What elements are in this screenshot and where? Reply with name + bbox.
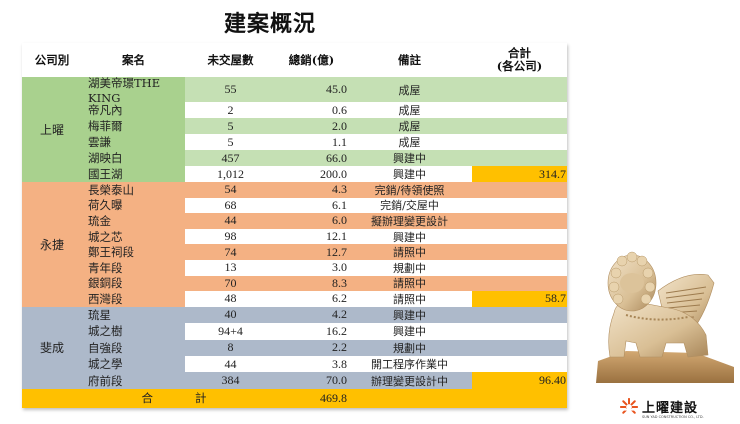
header-note: 備註 [398,53,421,67]
table-row: 雲謙 5 1.1 成屋 [82,134,567,150]
logo-text: 上曜建設 [642,401,699,416]
table-row: 國王湖 1,012 200.0 興建中 314.7 [82,166,567,182]
group-shangyao: 上曜 湖美帝璟THE KING 55 45.0 成屋 帝凡內 2 0.6 成屋 … [22,76,567,182]
page-title: 建案概況 [223,12,316,37]
table-row: 琉金 44 6.0 擬辦理變更設計 [82,213,567,229]
table-row: 梅菲爾 5 2.0 成屋 [82,118,567,134]
table-row: 西灣段 48 6.2 請照中 58.7 [82,291,567,307]
grand-total-label: 合 計 [141,391,207,406]
project-overview-table: 公司別 案名 未交屋數 總銷(億) 備註 合計 (各公司) 上曜 湖美帝璟THE… [22,43,567,408]
table-row: 琉星 40 4.2 興建中 [82,306,567,324]
company-label: 永捷 [39,237,64,252]
company-label: 上曜 [39,123,64,137]
group-yongjie: 永捷 長榮泰山 54 4.3 完銷/待領使照 荷久曝 68 6.1 完銷/交屋中… [22,182,567,307]
header-company: 公司別 [34,53,70,67]
header-name: 案名 [122,53,145,67]
table-row: 城之學 44 3.8 開工程序作業中 [82,355,567,373]
table-row: 青年段 13 3.0 規劃中 [82,259,567,276]
table-row: 城之樹 94+4 16.2 興建中 [82,323,567,340]
logo-subtext: SUN YAD CONSTRUCTION CO., LTD. [642,415,704,419]
company-logo: 上曜建設 SUN YAD CONSTRUCTION CO., LTD. [620,397,704,419]
company-subtotal: 58.7 [472,291,567,307]
company-subtotal: 96.40 [472,372,567,389]
stone-lion-statue-image [596,251,734,383]
grand-total-row: 合 計 469.8 [22,388,567,408]
grand-total-sales: 469.8 [320,390,347,405]
group-feicheng: 斐成 琉星 40 4.2 興建中 城之樹 94+4 16.2 興建中 自強段 8… [22,306,567,389]
table-row: 府前段 384 70.0 辦理變更設計中 96.40 [82,372,567,389]
sunburst-logo-icon [620,397,638,414]
table-header: 公司別 案名 未交屋數 總銷(億) 備註 合計 (各公司) [22,43,567,77]
table-row: 荷久曝 68 6.1 完銷/交屋中 [82,197,567,214]
table-row: 自強段 8 2.2 規劃中 [82,339,567,356]
header-units: 未交屋數 [207,53,254,67]
table-row: 鄭王祠段 74 12.7 請照中 [82,244,567,260]
table-row: 城之芯 98 12.1 興建中 [82,228,567,245]
header-sales: 總銷(億) [288,53,335,67]
table-row: 帝凡內 2 0.6 成屋 [82,102,567,118]
company-label: 斐成 [39,341,64,356]
table-row: 湖映白 457 66.0 興建中 [82,150,567,166]
company-subtotal: 314.7 [472,166,567,182]
table-row: 長榮泰山 54 4.3 完銷/待領使照 [82,182,567,198]
table-row: 銀銅段 70 8.3 請照中 [82,275,567,292]
table-row: 湖美帝璟THE KING 55 45.0 成屋 [82,76,567,105]
header-subtotal: 合計 (各公司) [496,46,543,73]
